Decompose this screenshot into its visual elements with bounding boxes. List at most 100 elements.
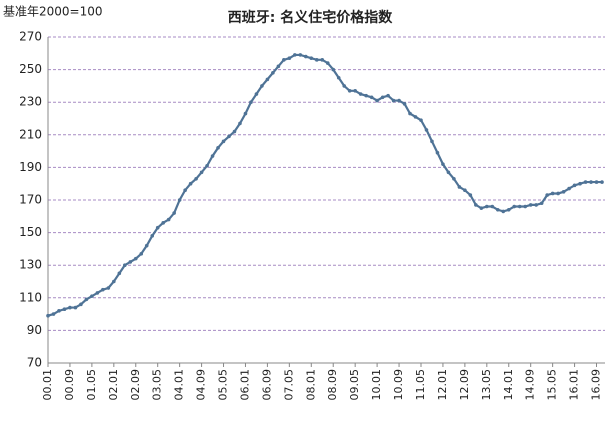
data-point: [227, 134, 231, 139]
data-point: [452, 177, 456, 181]
data-point: [177, 198, 182, 202]
y-tick-label: 70: [27, 356, 42, 370]
data-point: [199, 170, 204, 175]
data-point: [161, 221, 165, 225]
data-point: [528, 203, 533, 207]
data-point: [238, 121, 242, 126]
y-axis-label: 基准年2000=100: [3, 5, 103, 19]
x-tick-label: 10.09: [392, 369, 405, 401]
x-tick-label: 08.01: [304, 369, 317, 401]
data-point: [133, 256, 138, 261]
data-point: [512, 204, 517, 209]
data-point: [391, 98, 396, 103]
x-tick-label: 14.01: [502, 369, 515, 401]
y-tick-label: 270: [19, 30, 42, 44]
x-tick-label: 12.09: [458, 369, 471, 401]
data-point: [101, 287, 105, 292]
x-tick-label: 00.09: [63, 369, 76, 401]
x-tick-label: 07.05: [282, 369, 295, 401]
data-point: [84, 297, 89, 302]
data-point: [446, 170, 451, 175]
x-tick-label: 06.09: [260, 369, 273, 401]
data-point: [380, 95, 385, 100]
data-point: [320, 58, 325, 62]
data-point: [298, 53, 303, 57]
data-point: [210, 154, 215, 158]
y-tick-label: 130: [19, 258, 42, 272]
x-tick-label: 05.05: [217, 369, 230, 401]
y-tick-label: 90: [27, 323, 42, 337]
data-point: [188, 181, 193, 186]
data-point: [150, 234, 155, 238]
x-tick-label: 11.05: [414, 369, 427, 401]
data-point: [572, 183, 577, 188]
data-point: [479, 206, 484, 210]
data-point: [79, 302, 83, 307]
x-tick-label: 02.09: [129, 369, 142, 401]
y-tick-label: 210: [19, 127, 42, 141]
data-point: [282, 58, 286, 62]
data-point: [276, 64, 281, 69]
data-point: [249, 100, 253, 104]
x-tick-label: 16.09: [590, 369, 603, 401]
data-point: [594, 180, 599, 184]
data-point: [331, 67, 336, 72]
data-point: [408, 111, 412, 116]
chart-title: 西班牙: 名义住宅价格指数: [228, 9, 393, 26]
data-point: [73, 305, 78, 310]
data-point: [117, 271, 122, 276]
data-point: [342, 84, 346, 88]
data-point: [424, 128, 429, 132]
data-point: [325, 61, 330, 65]
data-point: [172, 211, 176, 215]
data-point: [435, 150, 440, 155]
data-point: [95, 291, 100, 295]
data-point: [90, 294, 94, 298]
data-point: [314, 58, 319, 62]
x-tick-label: 08.09: [326, 369, 339, 401]
data-point: [265, 77, 270, 82]
data-point: [128, 260, 133, 264]
data-point: [369, 95, 374, 100]
y-tick-label: 110: [19, 290, 42, 304]
data-point: [194, 177, 198, 181]
data-point: [309, 56, 314, 60]
data-point: [589, 180, 593, 184]
data-point: [517, 204, 522, 209]
x-tick-label: 09.05: [348, 369, 361, 401]
y-tick-label: 190: [19, 160, 42, 174]
x-tick-label: 06.01: [238, 369, 251, 401]
x-tick-label: 10.01: [370, 369, 383, 401]
y-tick-label: 230: [19, 95, 42, 109]
data-point: [495, 207, 500, 212]
y-tick-label: 250: [19, 62, 42, 76]
data-point: [397, 98, 401, 103]
data-point: [545, 193, 549, 197]
data-point: [501, 209, 506, 214]
data-point: [534, 203, 538, 207]
data-point: [386, 93, 390, 98]
data-point: [232, 129, 237, 134]
data-point: [112, 279, 116, 284]
x-tick-label: 03.05: [151, 369, 164, 401]
data-point: [144, 243, 149, 248]
data-point: [68, 305, 72, 310]
x-tick-label: 02.01: [107, 369, 120, 401]
x-tick-label: 12.01: [436, 369, 449, 401]
data-point: [205, 163, 209, 168]
data-point: [600, 180, 604, 184]
data-point: [358, 92, 363, 96]
data-point: [183, 188, 187, 193]
data-point: [336, 75, 341, 80]
data-point: [347, 88, 352, 93]
x-tick-label: 01.05: [85, 369, 98, 401]
data-point: [567, 186, 571, 191]
data-point: [155, 225, 160, 230]
data-point: [441, 162, 445, 166]
data-point: [583, 180, 588, 184]
data-point: [62, 307, 67, 312]
x-tick-label: 04.01: [173, 369, 186, 401]
data-point: [457, 185, 462, 189]
data-point: [490, 204, 495, 209]
data-point: [561, 190, 566, 194]
